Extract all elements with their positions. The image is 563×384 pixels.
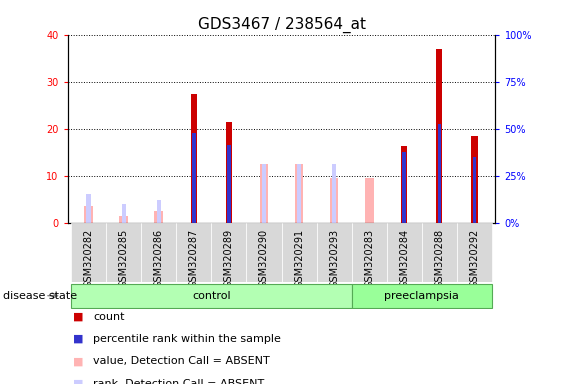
Text: ■: ■ xyxy=(73,356,84,366)
Bar xyxy=(437,124,441,223)
Bar xyxy=(122,204,126,223)
Text: GSM320286: GSM320286 xyxy=(154,228,164,288)
FancyBboxPatch shape xyxy=(141,223,176,282)
FancyBboxPatch shape xyxy=(71,223,106,282)
FancyBboxPatch shape xyxy=(422,223,457,282)
Bar xyxy=(260,164,269,223)
Bar xyxy=(84,206,93,223)
Bar xyxy=(262,164,266,223)
Bar xyxy=(332,164,336,223)
FancyBboxPatch shape xyxy=(352,223,387,282)
FancyBboxPatch shape xyxy=(457,223,492,282)
Bar xyxy=(87,195,91,223)
Text: GSM320287: GSM320287 xyxy=(189,228,199,288)
Bar xyxy=(154,211,163,223)
FancyBboxPatch shape xyxy=(71,283,352,308)
Text: GSM320290: GSM320290 xyxy=(259,228,269,288)
Text: GSM320291: GSM320291 xyxy=(294,228,304,288)
Bar xyxy=(473,157,476,223)
Text: GSM320289: GSM320289 xyxy=(224,228,234,288)
Text: ■: ■ xyxy=(73,379,84,384)
Bar xyxy=(226,122,232,223)
Bar xyxy=(297,164,301,223)
Text: GSM320292: GSM320292 xyxy=(470,228,480,288)
Text: GSM320282: GSM320282 xyxy=(83,228,93,288)
Bar xyxy=(119,216,128,223)
Bar xyxy=(365,178,374,223)
Text: preeclampsia: preeclampsia xyxy=(385,291,459,301)
FancyBboxPatch shape xyxy=(282,223,316,282)
Bar xyxy=(471,136,477,223)
Text: GSM320288: GSM320288 xyxy=(434,228,444,288)
Bar xyxy=(401,146,408,223)
Text: percentile rank within the sample: percentile rank within the sample xyxy=(93,334,281,344)
Text: rank, Detection Call = ABSENT: rank, Detection Call = ABSENT xyxy=(93,379,264,384)
FancyBboxPatch shape xyxy=(352,283,492,308)
Text: count: count xyxy=(93,312,124,322)
FancyBboxPatch shape xyxy=(211,223,247,282)
Text: GSM320284: GSM320284 xyxy=(399,228,409,288)
Text: ■: ■ xyxy=(73,334,84,344)
Bar xyxy=(157,200,161,223)
Bar xyxy=(227,145,231,223)
Text: value, Detection Call = ABSENT: value, Detection Call = ABSENT xyxy=(93,356,270,366)
Bar xyxy=(436,49,443,223)
Bar xyxy=(403,152,406,223)
Text: ■: ■ xyxy=(73,312,84,322)
Title: GDS3467 / 238564_at: GDS3467 / 238564_at xyxy=(198,17,365,33)
Text: GSM320285: GSM320285 xyxy=(119,228,129,288)
Bar xyxy=(330,178,338,223)
Text: disease state: disease state xyxy=(3,291,77,301)
Bar xyxy=(192,133,195,223)
FancyBboxPatch shape xyxy=(106,223,141,282)
FancyBboxPatch shape xyxy=(176,223,211,282)
FancyBboxPatch shape xyxy=(247,223,282,282)
FancyBboxPatch shape xyxy=(387,223,422,282)
Bar xyxy=(191,94,197,223)
FancyBboxPatch shape xyxy=(316,223,352,282)
Bar xyxy=(294,164,303,223)
Text: control: control xyxy=(192,291,231,301)
Text: GSM320293: GSM320293 xyxy=(329,228,339,288)
Text: GSM320283: GSM320283 xyxy=(364,228,374,288)
